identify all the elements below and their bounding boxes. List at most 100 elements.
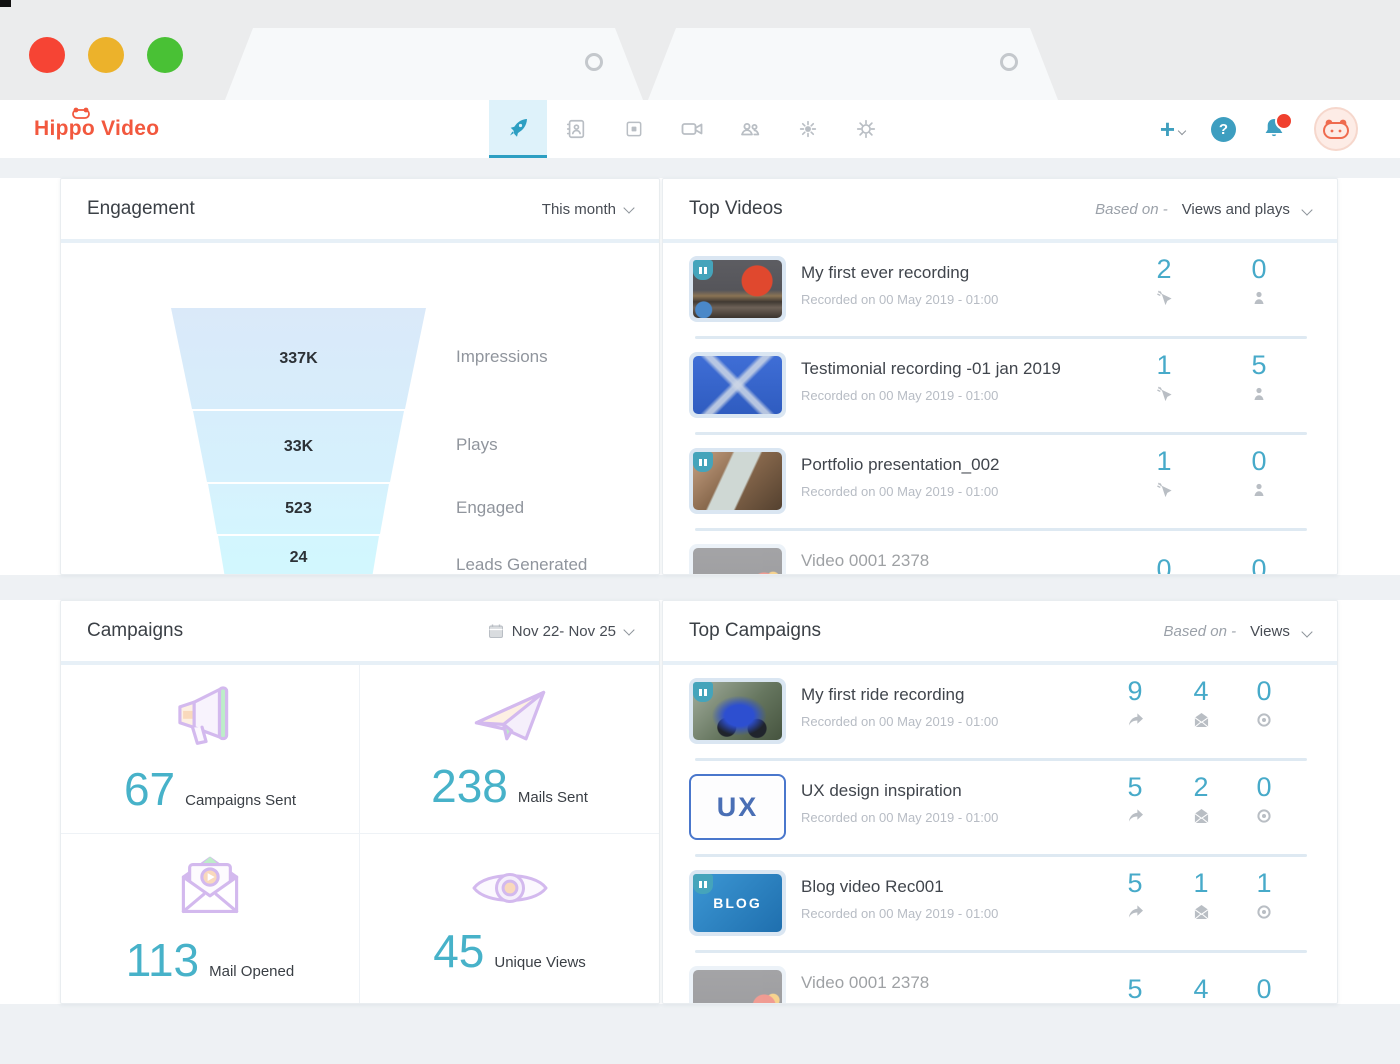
- video-thumbnail[interactable]: [689, 544, 786, 574]
- cursor-click-icon: [1156, 386, 1172, 401]
- question-mark-icon: ?: [1218, 120, 1229, 138]
- funnel-label: Plays: [456, 435, 498, 454]
- unique-views-value: 45: [433, 924, 485, 977]
- engagement-funnel-chart: 337K 33K 523 24: [171, 308, 426, 575]
- campaign-thumbnail[interactable]: [689, 966, 786, 1003]
- nav-menu: [489, 100, 895, 158]
- eye-icon: [1257, 905, 1271, 919]
- video-badge-icon: [693, 682, 713, 702]
- video-recorded-date: Recorded on 00 May 2019 - 01:00: [801, 484, 999, 499]
- chevron-down-icon: [1301, 203, 1313, 216]
- campaign-thumbnail[interactable]: UX: [689, 774, 786, 840]
- nav-library-icon[interactable]: [605, 100, 663, 158]
- campaigns-panel: Campaigns Nov 22- Nov 25 67 Campaigns Se…: [60, 600, 660, 1004]
- campaign-thumbnail[interactable]: [689, 678, 786, 744]
- help-button[interactable]: ?: [1211, 116, 1236, 142]
- video-recorded-date: Recorded on 00 May 2019 - 01:00: [801, 388, 999, 403]
- add-new-button[interactable]: +: [1160, 116, 1187, 142]
- campaign-row[interactable]: My first ride recording Recorded on 00 M…: [663, 665, 1337, 761]
- close-window-button[interactable]: [29, 37, 65, 73]
- chevron-down-icon: [1301, 625, 1313, 638]
- top-campaigns-title: Top Campaigns: [689, 620, 822, 641]
- funnel-segment-impressions: 337K: [171, 308, 426, 409]
- video-row[interactable]: Testimonial recording -01 jan 2019 Recor…: [663, 339, 1337, 435]
- mail-opened-value: 113: [125, 933, 200, 986]
- engagement-period-dropdown[interactable]: This month: [541, 200, 635, 218]
- row-divider: [695, 432, 1307, 435]
- video-row[interactable]: Video 0001 2378 0 0: [663, 531, 1337, 575]
- mails-sent-value: 238: [431, 760, 508, 812]
- top-videos-title: Top Videos: [689, 198, 783, 219]
- nav-contacts-icon[interactable]: [547, 100, 605, 158]
- calendar-icon: [488, 624, 503, 638]
- video-title[interactable]: My first ever recording: [801, 263, 970, 282]
- campaigns-date-range-dropdown[interactable]: Nov 22- Nov 25: [488, 623, 635, 640]
- video-title[interactable]: Video 0001 2378: [801, 551, 930, 570]
- nav-teams-icon[interactable]: [721, 100, 779, 158]
- mail-open-icon: [1194, 904, 1208, 920]
- browser-tab-1[interactable]: [225, 28, 643, 100]
- maximize-window-button[interactable]: [147, 37, 183, 73]
- nav-integrations-icon[interactable]: [779, 100, 837, 158]
- hippo-video-logo[interactable]: Hippo Video: [34, 100, 159, 158]
- browser-chrome: [0, 0, 1400, 100]
- mail-open-icon: [1194, 808, 1208, 824]
- shares-stat: 5: [1127, 974, 1143, 1004]
- campaign-row[interactable]: BLOG Blog video Rec001 Recorded on 00 Ma…: [663, 857, 1337, 953]
- video-title[interactable]: Testimonial recording -01 jan 2019: [801, 359, 1061, 378]
- share-arrow-icon: [1128, 809, 1143, 822]
- nav-settings-gear-icon[interactable]: [837, 100, 895, 158]
- video-thumbnail[interactable]: [689, 352, 786, 418]
- top-videos-filter-dropdown[interactable]: Views and plays: [1182, 201, 1313, 218]
- minimize-window-button[interactable]: [88, 37, 124, 73]
- campaign-title[interactable]: Video 0001 2378: [801, 973, 930, 992]
- campaign-row[interactable]: UX UX design inspiration Recorded on 00 …: [663, 761, 1337, 857]
- account-avatar[interactable]: [1314, 107, 1358, 151]
- viewers-stat: 0: [1251, 554, 1267, 575]
- shares-stat: 9: [1105, 676, 1165, 732]
- browser-tab-2[interactable]: [648, 28, 1058, 100]
- campaign-recorded-date: Recorded on 00 May 2019 - 01:00: [801, 714, 999, 729]
- nav-dashboard-rocket-icon[interactable]: [489, 100, 547, 158]
- panel-divider: [61, 239, 659, 243]
- period-value: This month: [541, 200, 616, 218]
- row-divider: [695, 336, 1307, 339]
- campaign-row[interactable]: Video 0001 2378 5 4 0: [663, 953, 1337, 1004]
- person-icon: [1254, 291, 1264, 304]
- eye-icon: [1257, 713, 1271, 727]
- eye-icon: [472, 872, 547, 903]
- video-thumbnail[interactable]: [689, 256, 786, 322]
- video-title[interactable]: Portfolio presentation_002: [801, 455, 1000, 474]
- mails-sent-label: Mails Sent: [517, 789, 588, 806]
- campaign-title[interactable]: Blog video Rec001: [801, 877, 944, 896]
- tab-close-icon[interactable]: [585, 53, 603, 71]
- video-row[interactable]: My first ever recording Recorded on 00 M…: [663, 243, 1337, 339]
- logo-text: Hippo Video: [34, 117, 160, 140]
- shares-stat: 5: [1105, 868, 1165, 924]
- mail-opens-stat: 4: [1171, 676, 1231, 733]
- campaign-recorded-date: Recorded on 00 May 2019 - 01:00: [801, 810, 999, 825]
- tab-close-icon[interactable]: [1000, 53, 1018, 71]
- mail-opens-stat: 4: [1193, 974, 1209, 1004]
- engagement-panel: Engagement This month 337K 33K 523 24 Im…: [60, 178, 660, 575]
- nav-record-video-icon[interactable]: [663, 100, 721, 158]
- views-stat: 0: [1256, 974, 1272, 1004]
- funnel-label: Impressions: [456, 347, 548, 366]
- campaign-title[interactable]: UX design inspiration: [801, 781, 962, 800]
- campaign-thumbnail[interactable]: BLOG: [689, 870, 786, 936]
- based-on-label: Based on -: [1095, 200, 1168, 218]
- megaphone-icon: [178, 686, 229, 745]
- campaign-title[interactable]: My first ride recording: [801, 685, 965, 704]
- top-campaigns-filter-dropdown[interactable]: Views: [1250, 623, 1313, 640]
- panel-divider: [61, 661, 659, 665]
- notifications-button[interactable]: [1262, 112, 1293, 142]
- cursor-click-icon: [1156, 290, 1172, 305]
- mail-opened-card: 113 Mail Opened: [61, 834, 360, 1003]
- campaigns-sent-label: Campaigns Sent: [185, 792, 297, 809]
- ux-thumbnail-text: UX: [693, 778, 782, 836]
- video-thumbnail[interactable]: [689, 448, 786, 514]
- clicks-stat: 2: [1134, 254, 1194, 312]
- video-badge-icon: [693, 874, 713, 894]
- nav-actions: + ?: [1160, 100, 1358, 158]
- video-row[interactable]: Portfolio presentation_002 Recorded on 0…: [663, 435, 1337, 531]
